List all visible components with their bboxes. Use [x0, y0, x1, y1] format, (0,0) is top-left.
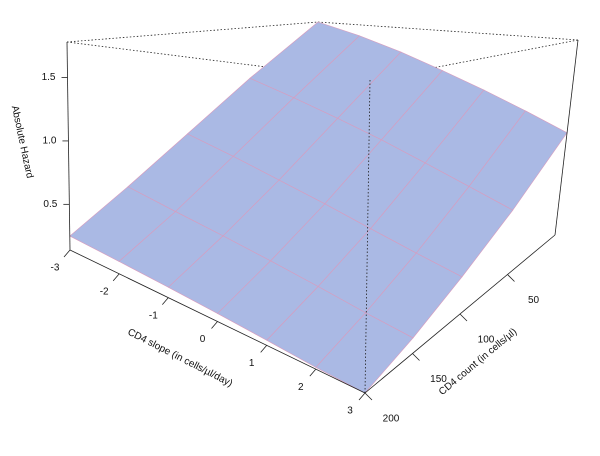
z-tick-label: 1.5 [42, 72, 56, 83]
x-tick [260, 345, 267, 353]
x-tick-label: 0 [200, 334, 206, 345]
x-tick-label: -2 [100, 286, 109, 297]
x-axis-label: CD4 slope (in cells/µl/day) [126, 327, 235, 390]
box-edge [66, 21, 319, 43]
box-edge [317, 21, 579, 41]
x-tick-label: -1 [149, 310, 158, 321]
x-tick [309, 368, 317, 377]
y-tick [412, 353, 420, 361]
y-tick-label: 50 [528, 295, 540, 306]
x-tick-label: 1 [249, 358, 255, 369]
box-edge [554, 39, 579, 236]
y-tick [459, 313, 468, 322]
z-axis-label: Absolute Hazard [9, 105, 35, 180]
x-tick [112, 273, 120, 282]
box-edge [66, 41, 71, 251]
x-tick-label: -3 [51, 263, 60, 274]
y-tick-label: 150 [430, 374, 447, 385]
x-tick [211, 321, 218, 329]
y-tick [364, 392, 373, 401]
x-tick [162, 297, 169, 305]
x-tick [358, 392, 366, 401]
y-tick-label: 100 [478, 335, 495, 346]
y-tick-label: 200 [383, 414, 400, 425]
z-tick-label: 1.0 [43, 136, 57, 147]
x-tick-label: 3 [347, 406, 353, 417]
y-tick [507, 274, 515, 282]
z-tick-label: 0.5 [43, 199, 57, 210]
x-tick-label: 2 [298, 382, 304, 393]
x-tick [63, 249, 71, 258]
